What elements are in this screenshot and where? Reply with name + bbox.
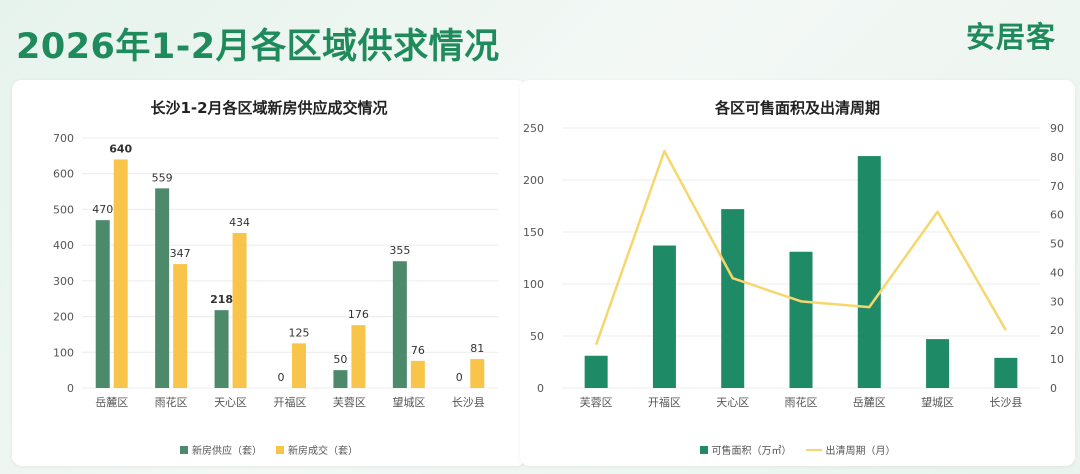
data-label: 125 — [289, 326, 310, 339]
legend-supply-deal: 新房供应（套） 新房成交（套） — [12, 442, 526, 457]
data-label: 218 — [210, 293, 233, 306]
legend-swatch-cycle — [805, 448, 822, 451]
bar-deal — [173, 264, 188, 388]
y-tick-label: 700 — [53, 132, 74, 145]
y-tick-label-right: 40 — [1050, 266, 1064, 279]
data-label: 50 — [333, 353, 347, 366]
x-tick-label: 天心区 — [716, 396, 749, 409]
chart-title-supply-deal: 长沙1-2月各区域新房供应成交情况 — [150, 99, 388, 117]
area-cycle-chart: 0 50 100 150 200 250 0 10 20 30 40 50 60 70 80 90 芙蓉区 开福区… — [523, 122, 1064, 409]
y-tick-label-left: 200 — [523, 174, 544, 187]
data-label: 176 — [348, 308, 369, 321]
data-label: 559 — [152, 171, 173, 184]
legend-label-supply: 新房供应（套） — [192, 446, 262, 457]
data-label: 0 — [278, 371, 285, 384]
bar-supply — [333, 370, 348, 388]
y-tick-label-left: 0 — [537, 382, 544, 395]
legend-item-supply: 新房供应（套） — [180, 442, 262, 457]
legend-swatch-deal — [276, 445, 284, 454]
y-tick-label: 200 — [53, 311, 74, 324]
data-label: 76 — [411, 344, 425, 357]
y-tick-label-right: 50 — [1050, 238, 1064, 251]
data-label: 347 — [170, 247, 191, 260]
bar-area — [857, 156, 881, 388]
y-tick-label-right: 10 — [1050, 353, 1064, 366]
x-tick-label: 雨花区 — [155, 396, 188, 409]
data-label: 81 — [470, 342, 484, 355]
y-tick-label-right: 70 — [1050, 180, 1064, 193]
area-cycle-chart-panel: 0 50 100 150 200 250 0 10 20 30 40 50 60 70 80 90 芙蓉区 开福区… — [520, 80, 1075, 466]
y-tick-label-right: 60 — [1050, 209, 1064, 222]
bar-area — [994, 357, 1018, 388]
legend-item-area: 可售面积（万㎡） — [699, 442, 792, 457]
x-tick-label: 开福区 — [648, 395, 681, 409]
y-tick-label-right: 90 — [1050, 122, 1064, 135]
y-tick-label: 500 — [53, 203, 74, 216]
legend-item-cycle: 出清周期（月） — [805, 442, 896, 457]
x-tick-label: 开福区 — [274, 395, 307, 409]
bar-supply — [155, 188, 170, 388]
x-tick-label: 岳麓区 — [95, 396, 128, 409]
data-label: 434 — [229, 216, 250, 229]
legend-label-area: 可售面积（万㎡） — [711, 446, 792, 457]
supply-deal-chart-panel: 0 100 200 300 400 500 600 700 岳麓区 470 640 雨花区 559 347… — [12, 80, 526, 466]
bar-area — [926, 339, 950, 388]
legend-area-cycle: 可售面积（万㎡） 出清周期（月） — [520, 442, 1075, 457]
y-tick-label: 100 — [53, 346, 74, 359]
bar-deal — [232, 233, 247, 388]
legend-swatch-supply — [180, 445, 188, 454]
bar-area — [789, 251, 813, 388]
bar-area — [652, 245, 676, 388]
bar-supply — [392, 261, 407, 388]
y-tick-label: 600 — [53, 168, 74, 181]
data-label: 0 — [456, 371, 463, 384]
bar-deal — [470, 359, 485, 388]
y-tick-label-right: 0 — [1050, 382, 1057, 395]
bar-deal — [113, 159, 128, 388]
bar-area — [721, 209, 745, 388]
y-tick-label: 0 — [67, 382, 74, 395]
bar-deal — [351, 325, 366, 388]
x-tick-label: 芙蓉区 — [580, 395, 613, 409]
y-tick-label: 300 — [53, 275, 74, 288]
bar-deal — [292, 343, 306, 388]
supply-deal-chart: 0100200300400500600700岳麓区470640雨花区559347… — [53, 132, 498, 409]
chart-title-area-cycle: 各区可售面积及出清周期 — [714, 99, 880, 117]
y-tick-label-right: 20 — [1050, 324, 1064, 337]
bar-supply — [214, 310, 229, 388]
legend-item-deal: 新房成交（套） — [276, 442, 358, 457]
x-tick-label: 长沙县 — [452, 396, 485, 409]
y-tick-label-left: 100 — [523, 278, 544, 291]
legend-swatch-area — [699, 445, 708, 454]
bar-area — [584, 355, 608, 388]
legend-label-cycle: 出清周期（月） — [825, 446, 896, 457]
bar-supply — [95, 220, 110, 388]
y-tick-label-right: 30 — [1050, 295, 1064, 308]
line-clearance-cycle — [594, 149, 1007, 346]
bar-deal — [410, 360, 425, 388]
legend-label-deal: 新房成交（套） — [288, 446, 358, 457]
x-tick-label: 雨花区 — [785, 396, 818, 409]
x-tick-label: 望城区 — [392, 396, 425, 409]
y-tick-label: 400 — [53, 239, 74, 252]
data-label: 640 — [109, 142, 132, 155]
x-tick-label: 芙蓉区 — [333, 395, 366, 409]
x-tick-label: 天心区 — [214, 396, 247, 409]
y-tick-label-left: 150 — [523, 226, 544, 239]
y-tick-label-left: 50 — [530, 330, 544, 343]
data-label: 470 — [92, 203, 113, 216]
brand-logo: 安居客 — [965, 20, 1056, 54]
data-label: 355 — [389, 244, 410, 257]
x-tick-label: 长沙县 — [989, 396, 1022, 409]
x-tick-label: 望城区 — [921, 396, 954, 409]
y-tick-label-left: 250 — [523, 122, 544, 135]
y-tick-label-right: 80 — [1050, 151, 1064, 164]
x-tick-label: 岳麓区 — [853, 396, 886, 409]
page-title: 2026年1-2月各区域供求情况 — [16, 27, 500, 67]
